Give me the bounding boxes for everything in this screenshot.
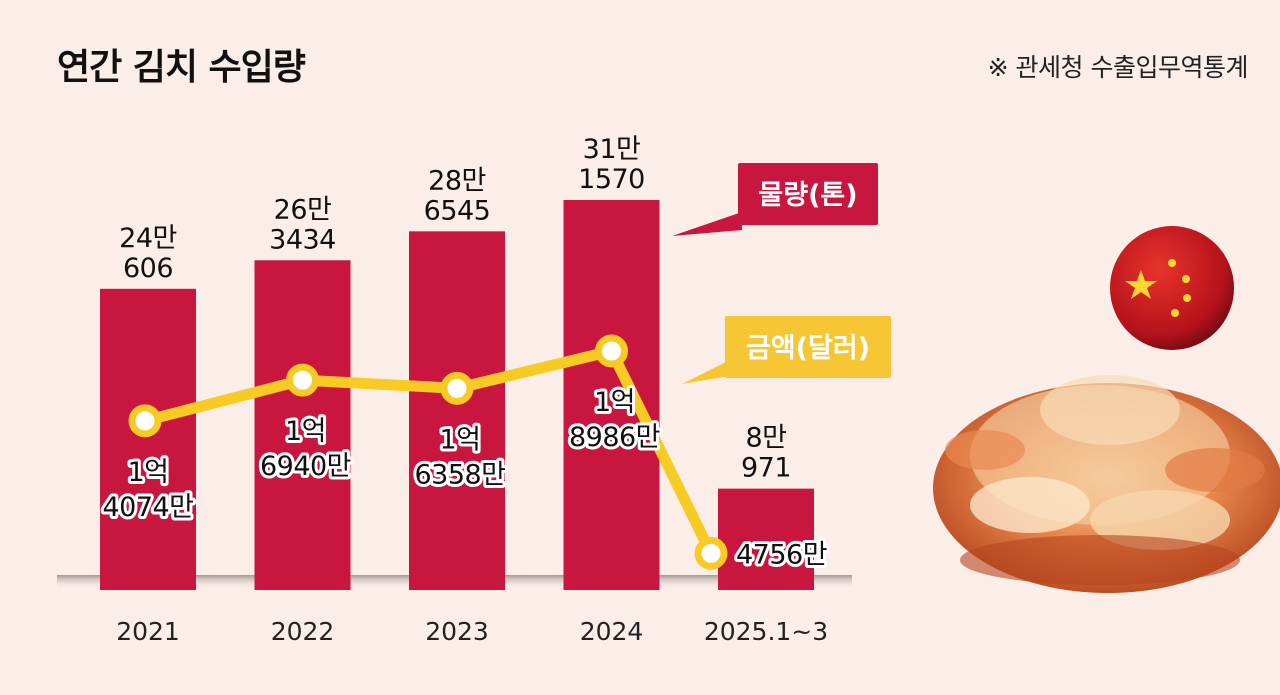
bar-value-label: 8만	[745, 423, 786, 454]
bar-value-label: 26만	[274, 194, 332, 225]
kimchi-illustration	[933, 375, 1280, 593]
flag-star-icon	[1125, 270, 1157, 299]
x-axis-ticks: 2021 2022 2023 2024 2025.1~3	[116, 617, 828, 646]
line-value-label: 4074만	[102, 492, 193, 523]
source-note: ※ 관세청 수출입무역통계	[987, 53, 1249, 82]
x-tick-label: 2022	[271, 617, 335, 646]
x-tick-label: 2021	[116, 617, 180, 646]
bar-value-label: 606	[123, 253, 173, 284]
chart-title: 연간 김치 수입량	[57, 47, 306, 88]
amount-point-2021	[128, 404, 162, 438]
line-value-label: 6940만	[260, 451, 351, 482]
bar-value-label: 971	[741, 453, 791, 484]
bar-value-label: 24만	[119, 223, 177, 254]
bar-2025.1~3	[718, 488, 814, 590]
legend-volume-callout: 물량(톤)	[672, 163, 878, 236]
line-value-label: 1억	[439, 424, 480, 455]
bar-value-label: 31만	[583, 134, 641, 165]
x-tick-label: 2023	[425, 617, 489, 646]
bar-value-label: 28만	[428, 165, 486, 196]
line-value-label: 4756만	[736, 539, 827, 570]
legend-amount-label: 금액(달러)	[746, 333, 870, 364]
line-value-label: 1억	[594, 387, 635, 418]
amount-point-2025.1~3	[694, 536, 728, 570]
china-flag-ball-illustration	[1110, 226, 1234, 350]
bar-2024	[563, 200, 660, 590]
bar-series	[100, 200, 814, 591]
bar-2021	[100, 288, 196, 590]
bar-2023	[409, 231, 505, 591]
bar-2022	[254, 260, 351, 590]
legend-amount-callout: 금액(달러)	[682, 316, 891, 384]
x-tick-label: 2025.1~3	[704, 617, 828, 646]
legend-volume-label: 물량(톤)	[758, 180, 857, 211]
bar-value-label: 6545	[424, 195, 491, 226]
line-series	[128, 334, 728, 570]
line-value-label: 1억	[285, 416, 326, 447]
x-tick-label: 2024	[580, 617, 644, 646]
line-value-label: 6358만	[414, 459, 505, 490]
bar-value-label: 1570	[578, 164, 645, 195]
amount-point-2023	[440, 371, 474, 405]
line-value-label: 8986만	[569, 422, 660, 453]
amount-point-2022	[286, 363, 319, 397]
amount-point-2024	[595, 334, 628, 368]
line-value-label: 1억	[127, 457, 168, 488]
bar-value-label: 3434	[269, 224, 336, 255]
line-value-labels: 1억 4074만 1억 6940만 1억 6358만 1억 8986만 4756만	[99, 384, 830, 573]
